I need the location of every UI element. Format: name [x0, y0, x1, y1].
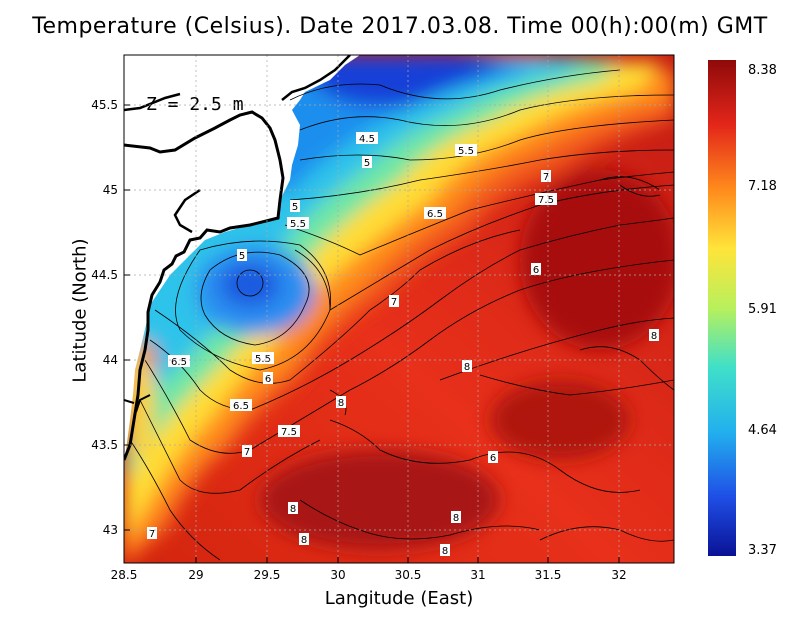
contour-label: 6	[533, 265, 539, 276]
contour-label: 6.5	[233, 401, 249, 412]
contour-label: 6	[490, 453, 496, 464]
contour-label-bg	[168, 355, 190, 367]
contour-label: 5	[239, 251, 245, 262]
contour-lines	[129, 69, 674, 561]
contour-label: 8	[338, 398, 344, 409]
contour-label-bg	[288, 502, 298, 514]
contour-label: 6.5	[171, 357, 187, 368]
contour-label: 6	[265, 374, 271, 385]
x-axis-ticks: 28.5 29 29.5 30 30.5 31 31.5 32	[111, 557, 627, 582]
depth-label: Z = 2.5 m	[146, 94, 244, 115]
y-axis-ticks: 43 43.5 44 44.5 45 45.5	[91, 98, 130, 537]
x-tick-label: 28.5	[111, 568, 138, 582]
y-tick-label: 43	[103, 523, 118, 537]
contour-label: 7.5	[538, 195, 554, 206]
contour-label: 5	[292, 202, 298, 213]
x-tick-label: 30	[330, 568, 345, 582]
contour-label: 8	[301, 535, 307, 546]
contour-label-bg	[424, 207, 446, 219]
contour-label-bg	[237, 249, 247, 261]
y-tick-label: 44.5	[91, 268, 118, 282]
contour-label-bg	[287, 217, 309, 229]
contour-label-bg	[451, 511, 461, 523]
contour-label-bg	[462, 360, 472, 372]
grid-lines	[124, 55, 674, 563]
contour-label-bg	[389, 295, 399, 307]
contour-label-bg	[336, 396, 346, 408]
colorbar-tick-label: 7.18	[748, 179, 777, 194]
colorbar-tick-label: 3.37	[748, 543, 777, 558]
x-tick-label: 32	[611, 568, 626, 582]
y-tick-label: 45.5	[91, 98, 118, 112]
temperature-field: Z = 2.5 m 4.5 5 5.5 5 5.5 6.5 7 7.5 5 6 7 8 6.5 5.5 6 8…	[124, 55, 674, 563]
contour-label-bg	[535, 193, 557, 205]
contour-label: 7	[244, 447, 250, 458]
contour-label: 5	[364, 158, 370, 169]
contour-label: 7	[391, 297, 397, 308]
contour-label: 8	[464, 362, 470, 373]
colorbar	[708, 60, 736, 556]
contour-label-bg	[362, 156, 372, 168]
contour-label: 7.5	[281, 427, 297, 438]
contour-label-bg	[242, 445, 252, 457]
contour-label: 8	[442, 546, 448, 557]
plot-frame	[123, 54, 675, 564]
contour-label-bg	[440, 544, 450, 556]
x-tick-label: 31	[470, 568, 485, 582]
y-tick-label: 43.5	[91, 438, 118, 452]
y-tick-label: 45	[103, 183, 118, 197]
x-tick-label: 31.5	[535, 568, 562, 582]
contour-label-bg	[455, 144, 477, 156]
contour-label-bg	[263, 372, 273, 384]
contour-label-bg	[531, 263, 541, 275]
contour-label-bg	[230, 399, 252, 411]
contour-label-bg	[252, 352, 274, 364]
map-title: Temperature (Celsius). Date 2017.03.08. …	[32, 14, 768, 39]
colorbar-tick-label: 4.64	[748, 423, 777, 438]
colorbar-ticks: 8.38 7.18 5.91 4.64 3.37	[748, 63, 777, 558]
contour-label-bg	[649, 329, 659, 341]
contour-label-bg	[356, 132, 378, 144]
contour-label: 6.5	[427, 209, 443, 220]
y-axis-label: Latitude (North)	[69, 238, 91, 383]
contour-label: 5.5	[290, 219, 306, 230]
contour-label: 8	[290, 504, 296, 515]
y-tick-label: 44	[103, 353, 118, 367]
contour-label: 7	[149, 529, 155, 540]
contour-label: 8	[453, 513, 459, 524]
colorbar-tick-label: 5.91	[748, 302, 777, 317]
x-axis-label: Langitude (East)	[324, 588, 474, 609]
contour-label: 8	[651, 331, 657, 342]
x-tick-label: 29.5	[254, 568, 281, 582]
contour-label-bg	[278, 425, 300, 437]
coastline	[124, 110, 285, 461]
contour-label-bg	[299, 533, 309, 545]
x-tick-label: 30.5	[395, 568, 422, 582]
contour-label: 7	[543, 172, 549, 183]
contour-label: 5.5	[458, 146, 474, 157]
contour-label: 4.5	[359, 134, 375, 145]
contour-label-bg	[147, 527, 157, 539]
colorbar-tick-label: 8.38	[748, 63, 777, 78]
land-area	[124, 55, 360, 460]
contour-labels: 4.5 5 5.5 5 5.5 6.5 7 7.5 5 6 7 8 6.5 5.5 6 8 6.5 8 7.5 7 6 8…	[147, 132, 659, 557]
x-tick-label: 29	[188, 568, 203, 582]
contour-label-bg	[541, 170, 551, 182]
contour-label-bg	[290, 200, 300, 212]
contour-label: 5.5	[255, 354, 271, 365]
contour-label-bg	[488, 451, 498, 463]
